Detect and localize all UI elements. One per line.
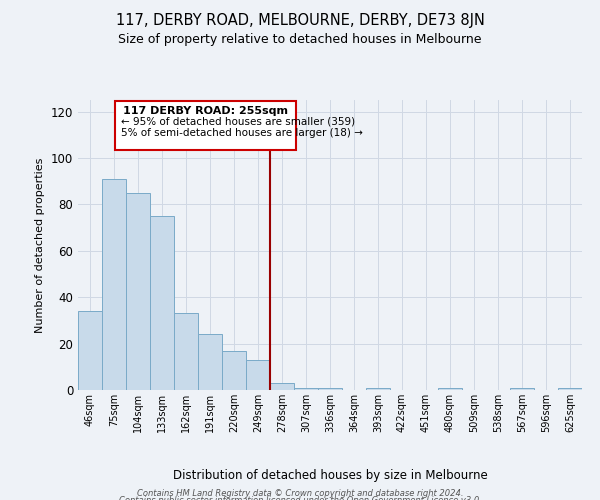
Bar [366, 388, 390, 390]
Bar [126, 193, 150, 390]
Y-axis label: Number of detached properties: Number of detached properties [35, 158, 45, 332]
Bar [558, 388, 582, 390]
Bar [222, 350, 246, 390]
Bar [294, 388, 318, 390]
Text: Size of property relative to detached houses in Melbourne: Size of property relative to detached ho… [118, 32, 482, 46]
Text: ← 95% of detached houses are smaller (359): ← 95% of detached houses are smaller (35… [121, 116, 355, 126]
Text: Distribution of detached houses by size in Melbourne: Distribution of detached houses by size … [173, 470, 487, 482]
Bar [510, 388, 534, 390]
Bar [102, 179, 126, 390]
Bar [438, 388, 462, 390]
Bar [198, 334, 222, 390]
Bar [246, 360, 270, 390]
FancyBboxPatch shape [115, 101, 296, 150]
Text: Contains HM Land Registry data © Crown copyright and database right 2024.: Contains HM Land Registry data © Crown c… [137, 489, 463, 498]
Bar [270, 383, 294, 390]
Text: Contains public sector information licensed under the Open Government Licence v3: Contains public sector information licen… [119, 496, 481, 500]
Bar [78, 311, 102, 390]
Text: 5% of semi-detached houses are larger (18) →: 5% of semi-detached houses are larger (1… [121, 128, 363, 138]
Bar [318, 388, 342, 390]
Text: 117, DERBY ROAD, MELBOURNE, DERBY, DE73 8JN: 117, DERBY ROAD, MELBOURNE, DERBY, DE73 … [116, 12, 484, 28]
Text: 117 DERBY ROAD: 255sqm: 117 DERBY ROAD: 255sqm [124, 106, 289, 116]
Bar [174, 314, 198, 390]
Bar [150, 216, 174, 390]
